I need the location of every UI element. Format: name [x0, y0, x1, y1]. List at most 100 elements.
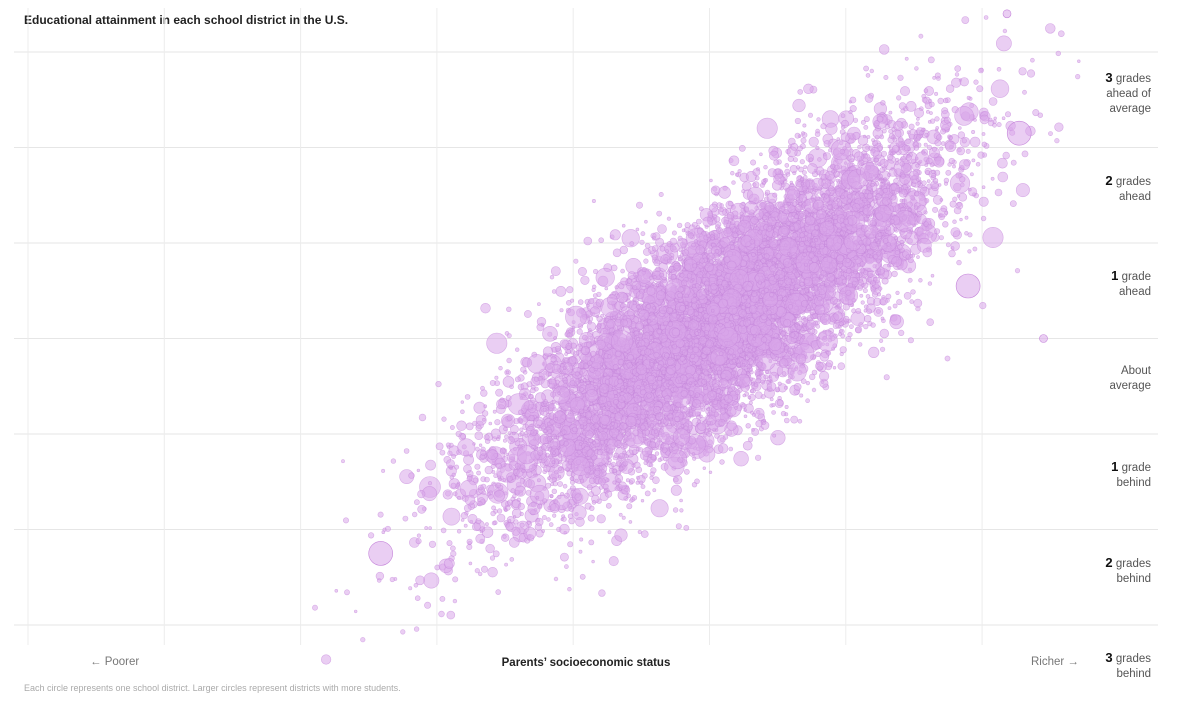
district-point — [502, 438, 507, 443]
district-point — [580, 275, 590, 285]
district-point — [805, 398, 810, 404]
district-point — [1032, 109, 1040, 117]
district-point — [990, 176, 995, 181]
district-point — [587, 514, 595, 522]
district-point — [591, 284, 597, 289]
district-point — [418, 413, 427, 422]
district-point — [937, 97, 944, 105]
district-point — [439, 449, 446, 456]
district-point — [923, 142, 928, 147]
district-point — [526, 520, 531, 525]
district-point — [552, 513, 557, 518]
scatter-points — [312, 9, 1081, 665]
district-point — [446, 540, 453, 547]
district-point — [869, 68, 874, 74]
district-point — [435, 442, 444, 451]
district-point — [784, 404, 789, 409]
district-point — [845, 335, 852, 342]
district-point — [480, 565, 488, 573]
district-point — [1045, 23, 1056, 34]
district-point — [733, 451, 749, 467]
district-point — [1014, 268, 1021, 274]
district-point — [534, 523, 543, 531]
district-point — [608, 556, 619, 567]
district-point — [648, 462, 654, 468]
district-point — [651, 254, 658, 261]
district-point — [423, 572, 440, 589]
district-point — [487, 566, 498, 578]
district-point — [994, 188, 1003, 197]
district-point — [639, 239, 645, 245]
district-point — [907, 277, 913, 283]
district-point — [727, 201, 733, 207]
district-point — [454, 464, 460, 470]
district-point — [794, 132, 801, 139]
district-point — [756, 117, 778, 139]
district-point — [542, 515, 547, 520]
district-point — [837, 362, 846, 371]
district-point — [975, 161, 981, 167]
district-point — [958, 192, 968, 202]
district-point — [953, 206, 962, 215]
district-point — [565, 299, 572, 306]
district-point — [491, 520, 497, 526]
district-point — [770, 430, 786, 446]
district-point — [607, 530, 612, 535]
district-point — [489, 555, 496, 561]
district-point — [508, 537, 520, 548]
district-point — [896, 95, 902, 101]
district-point — [930, 273, 935, 278]
district-point — [518, 437, 524, 443]
district-point — [932, 76, 937, 80]
district-point — [1015, 183, 1030, 198]
district-point — [883, 374, 890, 381]
district-point — [905, 101, 917, 112]
district-point — [644, 490, 651, 497]
district-point — [495, 388, 503, 397]
district-point — [807, 112, 813, 118]
district-point — [896, 299, 903, 306]
district-point — [908, 123, 915, 130]
district-point — [934, 91, 939, 96]
district-point — [926, 179, 931, 183]
district-point — [480, 389, 488, 397]
district-point — [803, 165, 808, 170]
district-point — [507, 519, 512, 523]
district-point — [564, 564, 569, 569]
district-point — [551, 488, 557, 494]
grid-lines — [14, 8, 1158, 645]
district-point — [463, 464, 472, 474]
district-point — [478, 443, 483, 447]
district-point — [906, 130, 911, 135]
district-point — [759, 152, 763, 157]
district-point — [799, 393, 804, 398]
district-point — [598, 485, 604, 490]
district-point — [676, 222, 683, 229]
district-point — [840, 113, 846, 118]
district-point — [683, 468, 690, 475]
district-point — [577, 299, 584, 305]
district-point — [637, 529, 642, 535]
district-point — [817, 157, 822, 162]
district-point — [621, 515, 626, 520]
district-point — [878, 44, 890, 55]
district-point — [863, 315, 872, 323]
district-point — [771, 410, 776, 415]
district-point — [832, 366, 837, 370]
district-point — [491, 505, 496, 511]
district-point — [551, 460, 556, 465]
district-point — [666, 216, 672, 221]
district-point — [415, 538, 422, 545]
district-point — [1021, 150, 1029, 158]
district-point — [524, 433, 529, 438]
district-point — [754, 391, 763, 400]
district-point — [506, 357, 512, 364]
district-point — [464, 394, 471, 400]
district-point — [474, 446, 480, 452]
district-point — [687, 232, 694, 239]
district-point — [939, 146, 944, 151]
district-point — [883, 75, 889, 81]
district-point — [553, 469, 559, 475]
district-point — [692, 456, 697, 461]
district-point — [949, 200, 957, 208]
